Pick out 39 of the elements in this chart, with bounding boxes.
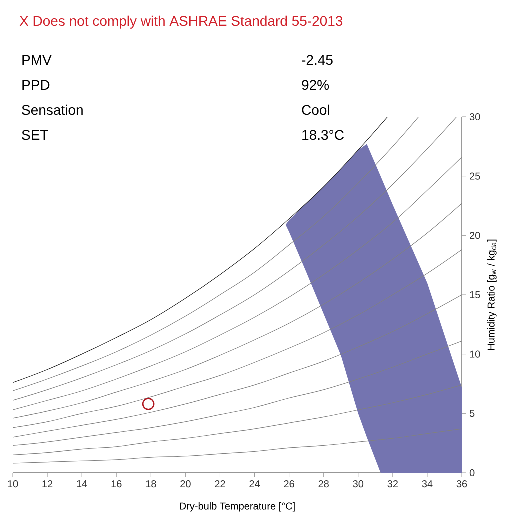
x-tick-label: 30 bbox=[353, 480, 364, 488]
x-tick-label: 18 bbox=[146, 480, 156, 488]
line-series bbox=[13, 384, 462, 456]
x-axis-title: Dry-bulb Temperature [°C] bbox=[180, 502, 295, 512]
x-tick-label: 24 bbox=[250, 480, 260, 488]
y-tick-label: 0 bbox=[470, 469, 475, 477]
x-tick-label: 22 bbox=[215, 480, 226, 488]
x-tick-label: 14 bbox=[77, 480, 88, 488]
line-series bbox=[13, 294, 462, 438]
annotation: 18.3°C bbox=[302, 130, 344, 140]
x-tick-label: 12 bbox=[42, 480, 53, 488]
y-tick-label: 15 bbox=[470, 292, 480, 298]
text: Sensation bbox=[22, 104, 83, 116]
x-tick-label: 16 bbox=[112, 480, 122, 488]
line-series bbox=[13, 203, 462, 419]
x-tick-label: 20 bbox=[180, 480, 191, 488]
x-tick-label: 28 bbox=[318, 480, 329, 488]
line-series bbox=[13, 157, 462, 410]
x-tick-label: 36 bbox=[456, 480, 468, 488]
text: PPD bbox=[22, 80, 50, 90]
text: -2.45 bbox=[302, 55, 333, 66]
text: PMV bbox=[22, 55, 52, 65]
annotation: SET bbox=[22, 130, 48, 140]
text: Cool bbox=[302, 104, 330, 116]
x-tick-label: 10 bbox=[8, 480, 18, 488]
line-series bbox=[13, 250, 462, 428]
x-tick-label: 32 bbox=[388, 480, 398, 488]
chart-title: X Does not comply with ASHRAE Standard 55-2013 bbox=[20, 16, 343, 29]
y-tick-label: 25 bbox=[470, 172, 480, 180]
y-axis-title: Humidity Ratio [g$_{w}$ / kg$_{da}$] bbox=[488, 240, 497, 350]
x-tick-label: 34 bbox=[422, 480, 433, 488]
y-tick-label: 5 bbox=[470, 410, 475, 418]
y-tick-label: 30 bbox=[470, 113, 480, 121]
x-tick-label: 26 bbox=[284, 480, 294, 488]
line-series bbox=[13, 428, 462, 464]
y-tick-label: 20 bbox=[470, 232, 480, 240]
line-series bbox=[13, 340, 462, 446]
y-tick-label: 10 bbox=[470, 350, 480, 358]
text: 92% bbox=[302, 80, 330, 90]
